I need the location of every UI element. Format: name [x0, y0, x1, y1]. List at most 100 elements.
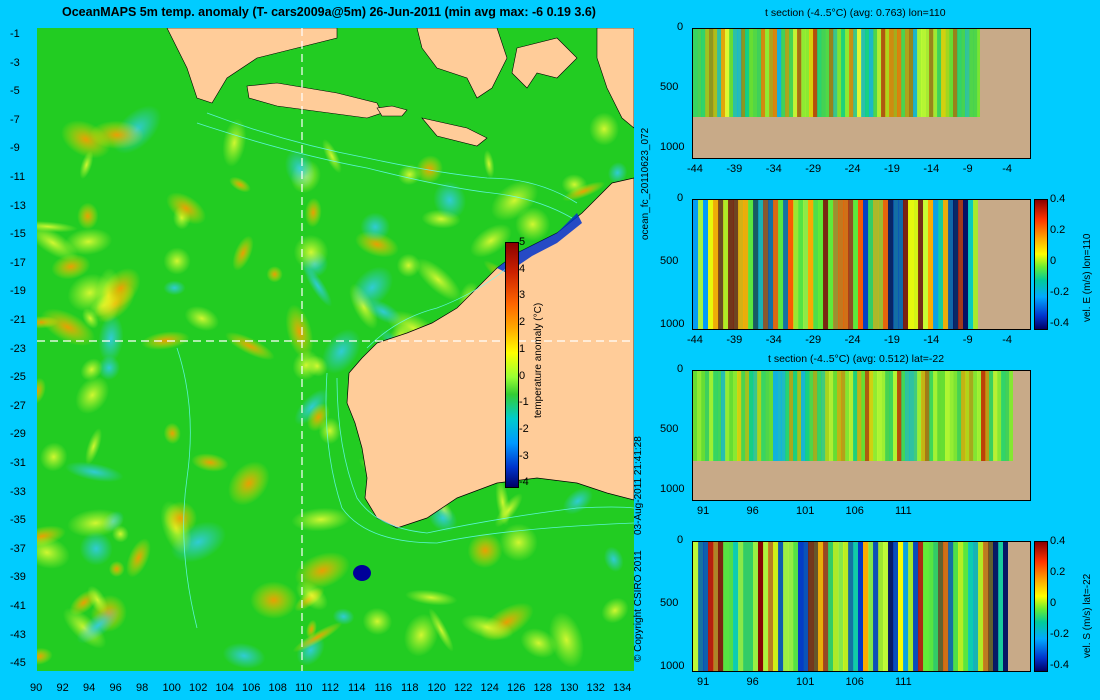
section-column [978, 542, 984, 671]
section-column [853, 29, 858, 117]
lon-tick-label: 134 [613, 682, 632, 694]
section-column [777, 29, 782, 117]
panel1-x-tick: -34 [765, 163, 782, 175]
section-column [918, 200, 924, 329]
anomaly-eddy [250, 581, 298, 619]
section-column [897, 29, 902, 117]
section-column [925, 29, 930, 117]
section-column [893, 29, 898, 117]
section-column [758, 542, 764, 671]
section-column [908, 200, 914, 329]
section-column [933, 200, 939, 329]
anomaly-eddy [294, 552, 350, 590]
anomaly-eddy [37, 221, 78, 233]
section-column [821, 371, 826, 461]
anomaly-eddy [228, 461, 270, 506]
section-column [753, 200, 759, 329]
section-column [921, 29, 926, 117]
section-column [877, 29, 882, 117]
anomaly-eddy [51, 253, 91, 280]
section-column [785, 29, 790, 117]
bali-land [376, 105, 408, 117]
section-column [929, 29, 934, 117]
timestamp-text: 03-Aug-2011 21:41:28 [633, 436, 644, 535]
panel4-y-tick: 500 [660, 597, 679, 609]
section-column [968, 542, 974, 671]
panel3-x-tick: 91 [697, 505, 710, 517]
anomaly-eddy [222, 118, 247, 167]
section-column [693, 542, 699, 671]
anomaly-eddy [65, 461, 124, 483]
section-column [913, 371, 918, 461]
section-column [877, 371, 882, 461]
lat-tick-label: -29 [10, 428, 26, 441]
anomaly-eddy [362, 607, 393, 636]
anomaly-eddy [232, 235, 254, 271]
panel2-colorbar-tick: -0.2 [1050, 286, 1069, 298]
section-column [861, 29, 866, 117]
section-column [923, 542, 929, 671]
section-column [818, 542, 824, 671]
panel1-x-tick: -29 [805, 163, 822, 175]
lon-tick-label: 94 [83, 682, 96, 694]
section-column [761, 29, 766, 117]
lon-tick-label: 112 [321, 682, 340, 694]
anomaly-eddy [225, 332, 275, 361]
section-column [985, 371, 990, 461]
panel4-x-tick: 91 [697, 676, 710, 688]
panel1-y-tick: 500 [660, 81, 679, 93]
section-column [983, 542, 989, 671]
section-column [697, 371, 702, 461]
section-column [713, 200, 719, 329]
section-column [989, 371, 994, 461]
anomaly-eddy [303, 264, 333, 307]
anomaly-eddy [64, 228, 113, 256]
section-column [805, 29, 810, 117]
panel3-y-tick: 500 [660, 423, 679, 435]
lon-tick-label: 92 [56, 682, 69, 694]
anomaly-eddy [322, 139, 342, 174]
anomaly-eddy [37, 377, 46, 405]
anomaly-eddy [166, 192, 206, 225]
anomaly-eddy [397, 164, 422, 186]
lat-tick-label: -25 [10, 371, 26, 384]
section-column [848, 542, 854, 671]
borneo-land [416, 28, 508, 99]
section-column [1005, 371, 1010, 461]
map-colorbar [505, 242, 519, 488]
anomaly-eddy [360, 212, 391, 242]
section-column [737, 29, 742, 117]
section-column [973, 542, 979, 671]
lat-tick-label: -7 [10, 113, 20, 126]
anomaly-eddy [562, 181, 606, 202]
section-column [957, 29, 962, 117]
section-column [833, 371, 838, 461]
section-column [885, 29, 890, 117]
section-column [888, 200, 894, 329]
panel4-x-tick: 106 [845, 676, 864, 688]
section-column [738, 200, 744, 329]
section-column [808, 542, 814, 671]
section-column [977, 29, 982, 117]
section-column [809, 29, 814, 117]
anomaly-eddy [515, 207, 551, 242]
anomaly-eddy [589, 112, 620, 146]
section-column [833, 200, 839, 329]
map-colorbar-tick: 3 [519, 289, 526, 302]
section-column [843, 200, 849, 329]
lat-tick-label: -39 [10, 571, 26, 584]
section-column [948, 200, 954, 329]
section-column [1001, 371, 1006, 461]
section-column [893, 200, 899, 329]
section-column [818, 200, 824, 329]
section-column [948, 542, 954, 671]
panel4-canvas [693, 542, 1030, 671]
section-column [858, 542, 864, 671]
section-column [723, 200, 729, 329]
lon-tick-label: 98 [136, 682, 149, 694]
section-column [778, 200, 784, 329]
section-column [973, 29, 978, 117]
section-column [923, 200, 929, 329]
section-column [993, 371, 998, 461]
section-column [713, 29, 718, 117]
